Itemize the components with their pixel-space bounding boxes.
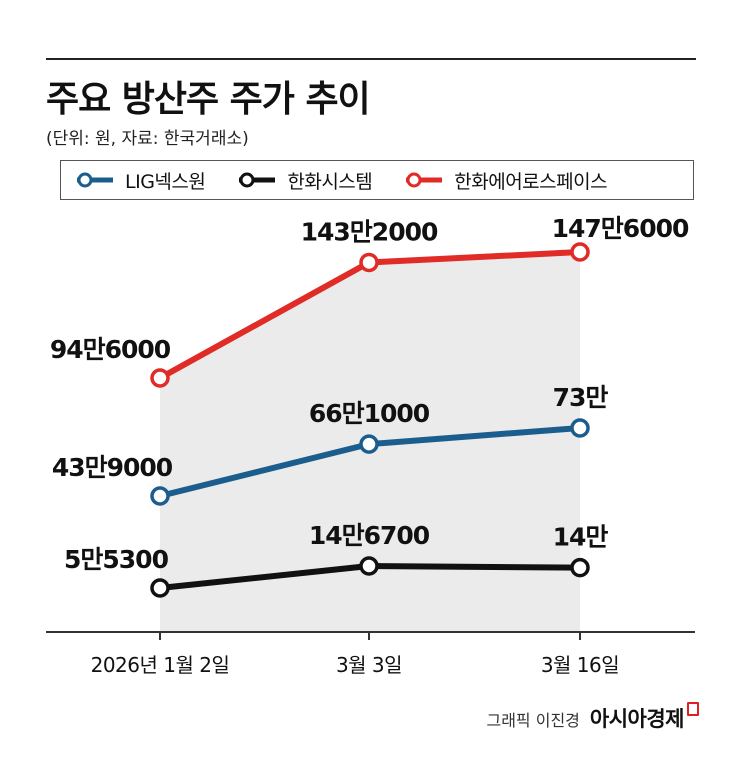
legend-marker-hanwha-systems [239,172,276,188]
legend-label-lig: LIG넥스원 [125,170,206,193]
page-title: 주요 방산주 주가 추이 [46,79,371,120]
data-point-hanwha-systems-1 [359,556,379,576]
data-point-lig-2 [570,418,590,438]
data-label-hanwha-systems-2: 14만 [553,523,609,552]
legend-label-hanwha-systems: 한화시스템 [287,170,373,193]
footer-credit: 그래픽 이진경 아시아경제 [486,702,699,733]
top-rule [46,58,696,60]
data-label-hanwha-aerospace-0: 94만6000 [50,335,171,364]
data-label-hanwha-aerospace-2: 147만6000 [552,214,689,243]
data-point-lig-0 [150,486,170,506]
data-label-hanwha-systems-0: 5만5300 [64,545,169,574]
data-point-hanwha-aerospace-0 [150,368,170,388]
data-label-hanwha-systems-1: 14만6700 [309,521,430,550]
data-label-lig-1: 66만1000 [309,399,430,428]
data-point-lig-1 [359,434,379,454]
data-point-hanwha-systems-2 [570,557,590,578]
brand-logo: 아시아경제 [589,707,685,731]
legend-item-lig: LIG넥스원 [73,167,206,194]
legend: LIG넥스원 한화시스템 한화에어로스페이스 [60,160,694,200]
chart-subtitle: (단위: 원, 자료: 한국거래소) [46,129,249,149]
legend-item-hanwha-aerospace: 한화에어로스페이스 [402,167,608,194]
x-tick-label-0: 2026년 1월 2일 [91,653,230,677]
legend-item-hanwha-systems: 한화시스템 [235,167,373,194]
x-tick-label-2: 3월 16일 [541,653,619,677]
graphic-credit: 그래픽 이진경 [486,711,580,730]
data-point-hanwha-aerospace-1 [359,252,379,273]
legend-label-hanwha-aerospace: 한화에어로스페이스 [454,170,608,193]
data-point-hanwha-systems-0 [150,578,170,598]
x-tick-label-1: 3월 3일 [336,653,402,677]
legend-marker-lig [77,172,113,188]
legend-marker-hanwha-aerospace [406,172,443,188]
data-label-lig-0: 43만9000 [52,453,173,482]
data-label-hanwha-aerospace-1: 143만2000 [301,217,438,246]
data-point-hanwha-aerospace-2 [570,242,590,262]
brand-mark-icon [687,702,699,716]
data-label-lig-2: 73만 [553,383,609,412]
